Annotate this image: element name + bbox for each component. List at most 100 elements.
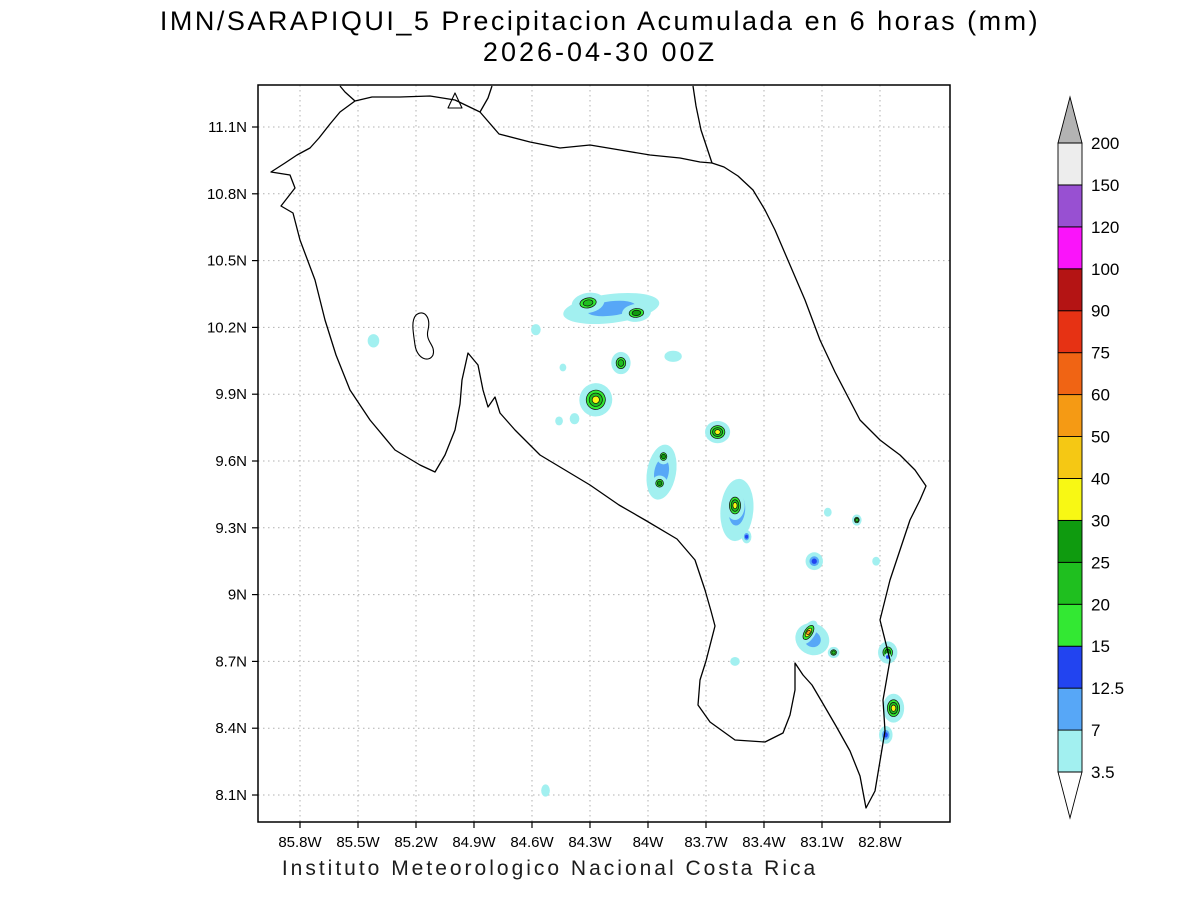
y-tick-label: 9.6N (215, 453, 247, 470)
y-tick-label: 10.8N (207, 186, 247, 203)
gridlines (258, 85, 950, 822)
precip-contour (823, 507, 832, 517)
precip-cell (569, 413, 580, 425)
precipitation-cells (367, 292, 905, 797)
colorbar-label: 40 (1091, 469, 1110, 488)
lake-nicaragua-west-shore (339, 85, 356, 102)
precip-contour (559, 363, 567, 372)
colorbar-segment (1057, 729, 1083, 773)
precip-contour (591, 395, 600, 404)
x-tick-label: 83.7W (684, 834, 728, 851)
precip-cell (851, 514, 862, 526)
colorbar-label: 120 (1091, 218, 1119, 237)
colorbar-segment (1057, 645, 1083, 689)
y-tick-label: 9N (228, 587, 247, 604)
precip-contour (661, 453, 666, 460)
x-tick-label: 84.3W (568, 834, 612, 851)
precip-cell (367, 334, 380, 348)
colorbar-label: 3.5 (1091, 763, 1115, 782)
precip-contour (732, 502, 738, 510)
colorbar-arrow-over (1057, 95, 1083, 144)
y-tick-label: 9.9N (215, 386, 247, 403)
lake-nicaragua-east-shore (479, 85, 493, 113)
costa-rica-coastline (270, 95, 927, 809)
colorbar-label: 90 (1091, 302, 1110, 321)
precip-cell (611, 351, 631, 375)
precip-cell (664, 350, 682, 362)
colorbar-label: 12.5 (1091, 679, 1124, 698)
ometepe-island (447, 92, 463, 109)
y-tick-label: 11.1N (208, 119, 247, 136)
x-tick-label: 83.1W (800, 834, 844, 851)
precip-cell (879, 725, 893, 744)
precip-cell (882, 693, 905, 723)
colorbar-segment (1057, 268, 1083, 312)
precip-cell (827, 646, 840, 659)
y-tick-label: 10.5N (207, 253, 247, 270)
precip-cell (571, 292, 605, 314)
precip-cell (621, 303, 651, 322)
colorbar-segment (1057, 142, 1083, 186)
colorbar-segment (1057, 226, 1083, 270)
y-tick-label: 8.1N (215, 787, 247, 804)
colorbar-segment (1057, 561, 1083, 605)
precip-contour (631, 309, 642, 316)
precip-cell (805, 552, 823, 571)
inland-lake (412, 312, 435, 360)
colorbar-label: 60 (1091, 386, 1110, 405)
colorbar-segment (1057, 687, 1083, 731)
precip-contour (806, 629, 811, 636)
map-frame (257, 84, 951, 823)
colorbar-label: 30 (1091, 511, 1110, 530)
x-tick-label: 82.8W (858, 834, 902, 851)
colorbar-segment (1057, 310, 1083, 354)
colorbar-label: 50 (1091, 428, 1110, 447)
precip-contour (582, 299, 594, 307)
precip-cell (559, 363, 567, 372)
colorbar-segment (1057, 394, 1083, 437)
chart-subtitle: 2026-04-30 00Z (482, 37, 718, 67)
precip-contour (569, 413, 580, 425)
precip-cell (823, 507, 832, 517)
colorbar-segment (1057, 478, 1083, 521)
precip-cell (872, 556, 880, 566)
chart-footer: Instituto Meteorologico Nacional Costa R… (281, 857, 819, 880)
precip-cell (651, 475, 668, 492)
coastline-layer (270, 85, 927, 809)
colorbar-label: 75 (1091, 344, 1110, 363)
precip-contour (854, 517, 859, 523)
colorbar: 3.5 7 12.5 15 20 25 30 40 50 60 75 90 100 120 150 200 (1057, 95, 1124, 820)
colorbar-label: 200 (1091, 134, 1119, 153)
y-tick-label: 10.2N (207, 319, 247, 336)
y-tick-label: 9.3N (215, 520, 247, 537)
precip-contour (531, 324, 541, 336)
x-tick-label: 84.6W (510, 834, 554, 851)
precip-contour (831, 650, 836, 655)
x-tick-label: 84W (633, 834, 665, 851)
x-tick-label: 85.8W (278, 834, 322, 851)
axis-labels: 85.8W 85.5W 85.2W 84.9W 84.6W 84.3W 84W 83.7W 83… (207, 119, 903, 851)
colorbar-label: 20 (1091, 595, 1110, 614)
precip-contour (617, 359, 625, 367)
precip-cell (541, 784, 550, 797)
chart-title: IMN/SARAPIQUI_5 Precipitacion Acumulada … (159, 6, 1041, 36)
colorbar-arrow-under (1057, 771, 1083, 820)
colorbar-segment (1057, 436, 1083, 479)
precip-cell (730, 656, 740, 666)
precip-cell (579, 383, 613, 417)
colorbar-segment (1057, 184, 1083, 228)
precip-cell (656, 448, 671, 465)
precip-cell (799, 620, 818, 645)
precip-cell (555, 416, 563, 426)
precip-contour (744, 534, 749, 539)
colorbar-segment (1057, 603, 1083, 647)
colorbar-label: 25 (1091, 553, 1110, 572)
y-tick-label: 8.7N (215, 653, 247, 670)
y-tick-label: 8.4N (215, 720, 247, 737)
precip-cell (725, 491, 745, 521)
colorbar-label: 7 (1091, 721, 1100, 740)
colorbar-label: 15 (1091, 637, 1110, 656)
precip-contour (811, 558, 817, 564)
